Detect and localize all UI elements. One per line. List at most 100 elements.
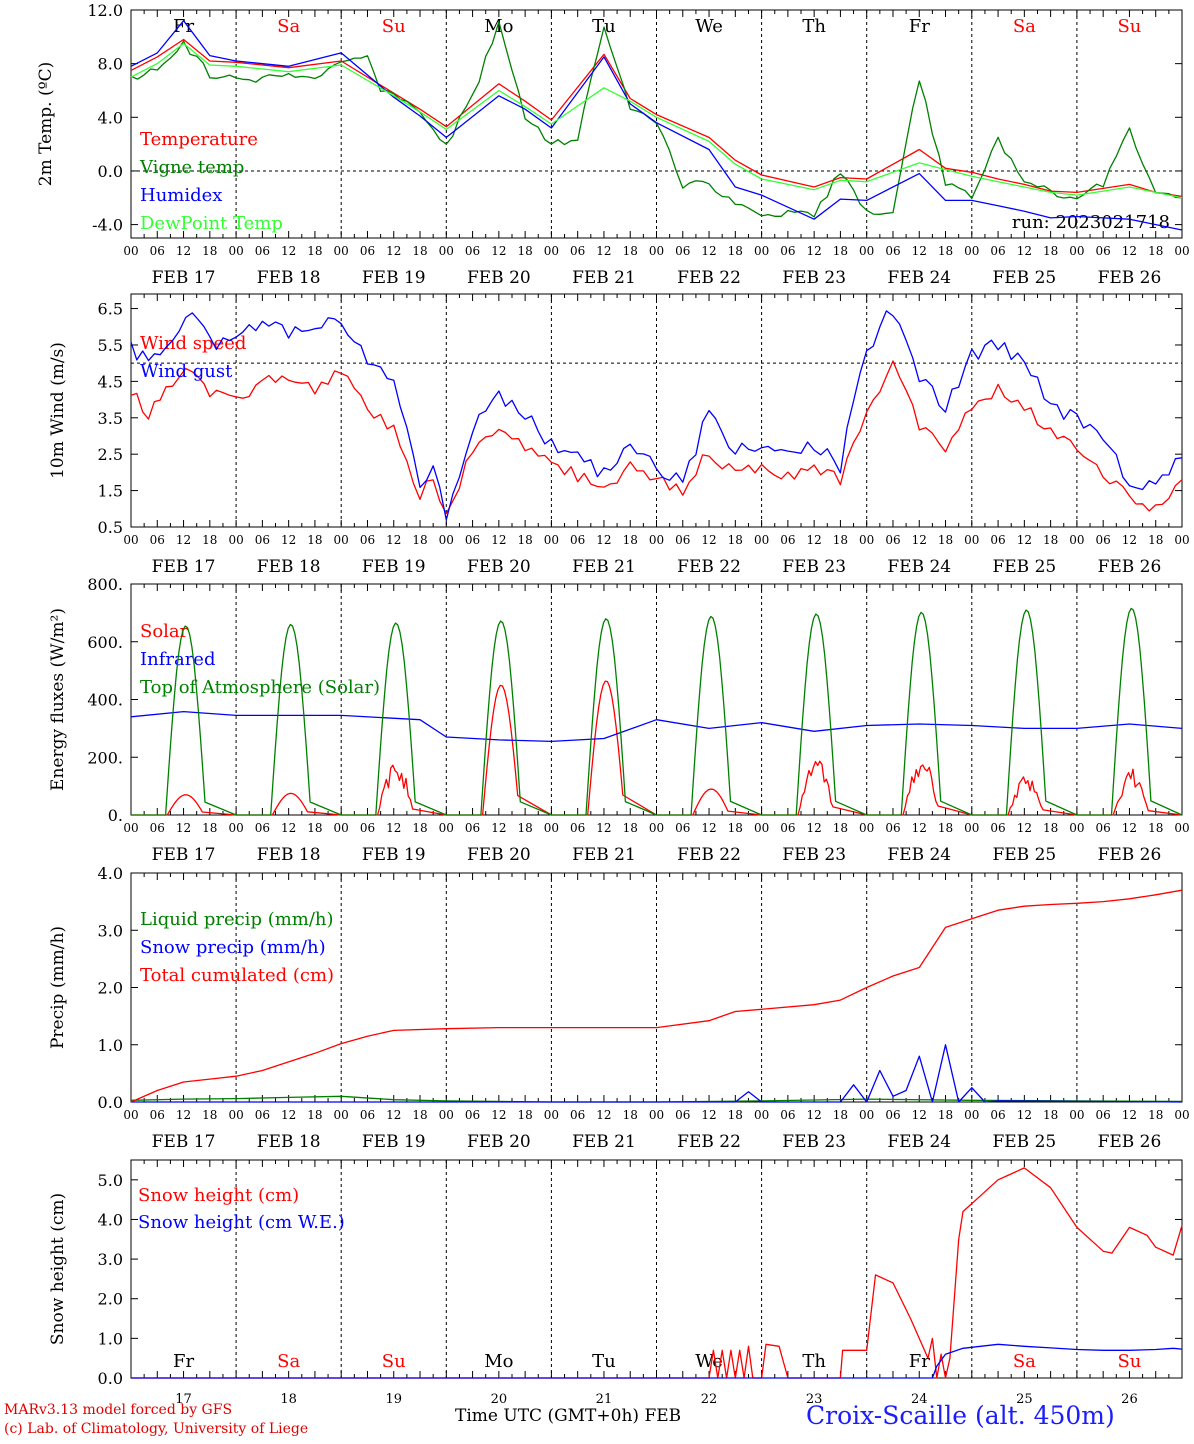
x-hour-label: 06 xyxy=(150,533,165,547)
day-name-label: Su xyxy=(1117,1351,1141,1372)
day-name-label: We xyxy=(695,16,723,37)
x-hour-label: 00 xyxy=(859,1108,874,1122)
legend-entry: Liquid precip (mm/h) xyxy=(140,909,334,930)
legend-entry: Snow precip (mm/h) xyxy=(140,937,326,958)
panel-3: 0. 200. 400. 600. 800. Energy fluxes (W/m²) 00… xyxy=(48,575,1190,865)
x-hour-label: 06 xyxy=(885,533,900,547)
x-date-label: FEB 18 xyxy=(257,845,321,865)
y-tick-label: 600. xyxy=(87,633,123,652)
x-date-label: FEB 17 xyxy=(152,845,216,865)
x-hour-label: 12 xyxy=(176,821,191,835)
x-hour-label: 00 xyxy=(544,533,559,547)
x-day-label: 19 xyxy=(385,1392,402,1407)
day-name-label: Sa xyxy=(1013,1351,1036,1372)
x-date-label: FEB 23 xyxy=(782,557,846,577)
x-date-label: FEB 23 xyxy=(782,268,846,288)
x-hour-label: 06 xyxy=(990,244,1005,258)
x-hour-label: 12 xyxy=(912,1108,927,1122)
x-date-label: FEB 24 xyxy=(887,268,951,288)
x-hour-label: 12 xyxy=(491,1108,506,1122)
x-axis-title: Time UTC (GMT+0h) FEB xyxy=(455,1406,682,1426)
x-hour-label: 00 xyxy=(439,821,454,835)
y-tick-label: 5.5 xyxy=(98,336,123,355)
panel-1: -4.0 0.0 4.0 8.0 12.0 2m Temp. (ºC) 00 06 12 18 00… xyxy=(36,1,1190,288)
x-date-label: FEB 17 xyxy=(152,268,216,288)
x-date-label: FEB 25 xyxy=(992,845,1056,865)
y-tick-label: 3.0 xyxy=(98,1250,123,1269)
y-tick-label: 4.5 xyxy=(98,372,123,391)
x-hour-label: 12 xyxy=(701,533,716,547)
x-hour-label: 18 xyxy=(202,244,217,258)
x-hour-label: 18 xyxy=(938,821,953,835)
x-hour-label: 06 xyxy=(780,821,795,835)
x-hour-label: 18 xyxy=(728,533,743,547)
x-hour-label: 06 xyxy=(885,1108,900,1122)
x-hour-label: 12 xyxy=(491,821,506,835)
x-hour-label: 06 xyxy=(570,821,585,835)
x-date-label: FEB 25 xyxy=(992,557,1056,577)
x-hour-label: 18 xyxy=(517,533,532,547)
y-tick-label: 3.5 xyxy=(98,409,123,428)
day-name-label: Tu xyxy=(592,1351,616,1372)
x-hour-label: 00 xyxy=(754,821,769,835)
y-tick-label: 2.0 xyxy=(98,1290,123,1309)
y-tick-label: 0.5 xyxy=(98,518,123,537)
series-line-snow-precip-mm-h xyxy=(131,1044,1183,1103)
y-tick-label: 1.0 xyxy=(98,1329,123,1348)
x-hour-label: 18 xyxy=(1043,821,1058,835)
y-tick-label: 4.0 xyxy=(98,108,123,127)
x-date-label: FEB 21 xyxy=(572,557,636,577)
x-day-label: 23 xyxy=(806,1392,823,1407)
y-axis-label: Snow height (cm) xyxy=(48,1193,68,1345)
x-hour-label: 00 xyxy=(334,533,349,547)
y-tick-label: 5.0 xyxy=(98,1171,123,1190)
x-hour-label: 06 xyxy=(675,1108,690,1122)
x-hour-label: 12 xyxy=(1017,533,1032,547)
x-hour-label: 18 xyxy=(833,821,848,835)
y-tick-label: 200. xyxy=(87,748,123,767)
x-date-label: FEB 19 xyxy=(362,557,426,577)
x-hour-label: 06 xyxy=(990,533,1005,547)
x-hour-label: 00 xyxy=(439,1108,454,1122)
footer-credit-text: (c) Lab. of Climatology, University of L… xyxy=(4,1421,309,1437)
x-hour-label: 00 xyxy=(754,1108,769,1122)
x-hour-label: 18 xyxy=(517,244,532,258)
x-hour-label: 00 xyxy=(228,1108,243,1122)
x-hour-label: 06 xyxy=(255,533,270,547)
x-hour-label: 12 xyxy=(386,1108,401,1122)
y-axis-label: Precip (mm/h) xyxy=(48,926,68,1049)
x-hour-label: 06 xyxy=(1096,244,1111,258)
x-hour-label: 18 xyxy=(202,821,217,835)
x-hour-label: 18 xyxy=(307,244,322,258)
x-hour-label: 00 xyxy=(754,533,769,547)
x-date-label: FEB 25 xyxy=(992,1132,1056,1152)
x-hour-label: 18 xyxy=(728,821,743,835)
x-hour-label: 18 xyxy=(307,821,322,835)
x-date-label: FEB 20 xyxy=(467,845,531,865)
day-name-label: Sa xyxy=(1013,16,1036,37)
x-hour-label: 06 xyxy=(885,244,900,258)
series-line-snow-height-cm xyxy=(131,1167,1183,1379)
y-tick-label: -4.0 xyxy=(92,216,123,235)
y-tick-label: 1.5 xyxy=(98,482,123,501)
x-hour-label: 00 xyxy=(123,821,138,835)
x-date-label: FEB 19 xyxy=(362,268,426,288)
x-hour-label: 12 xyxy=(1017,244,1032,258)
x-hour-label: 00 xyxy=(334,1108,349,1122)
x-date-label: FEB 17 xyxy=(152,557,216,577)
x-hour-label: 00 xyxy=(1069,821,1084,835)
day-name-label: Su xyxy=(1117,16,1141,37)
series-line-infrared xyxy=(130,710,1183,743)
x-hour-label: 00 xyxy=(123,244,138,258)
y-axis-label: 10m Wind (m/s) xyxy=(48,342,68,479)
x-date-label: FEB 24 xyxy=(887,845,951,865)
x-date-label: FEB 24 xyxy=(887,557,951,577)
day-name-label: Fr xyxy=(909,1351,930,1372)
series-line-top-of-atmosphere-solar xyxy=(131,607,1183,816)
x-hour-label: 12 xyxy=(912,533,927,547)
x-hour-label: 18 xyxy=(833,244,848,258)
x-hour-label: 18 xyxy=(938,1108,953,1122)
x-hour-label: 06 xyxy=(465,821,480,835)
x-hour-label: 18 xyxy=(1148,821,1163,835)
x-date-label: FEB 18 xyxy=(257,557,321,577)
